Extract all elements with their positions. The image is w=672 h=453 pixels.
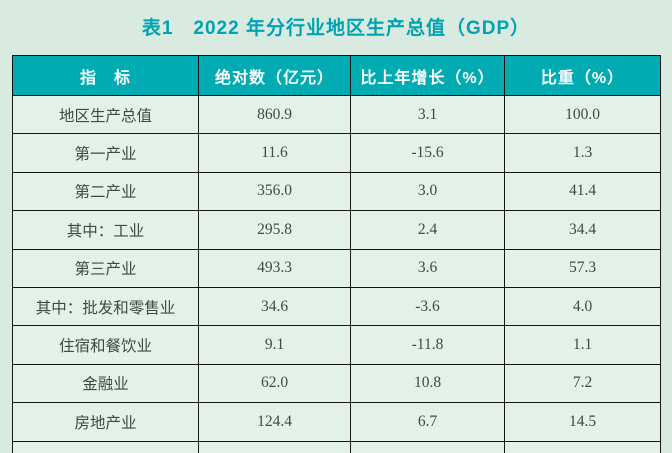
gdp-table: 指 标 绝对数（亿元） 比上年增长（%） 比重（%） 地区生产总值 860.9 … [12, 55, 661, 453]
share-cell: 100.0 [504, 94, 661, 135]
table-row: 金融业 62.0 10.8 7.2 [12, 363, 661, 404]
indicator-cell: 第三产业 [12, 248, 199, 288]
table-row: 住宿和餐饮业 9.1 -11.8 1.1 [12, 325, 661, 365]
indicator-cell: 第一产业 [12, 133, 199, 173]
table-row: 第二产业 356.0 3.0 41.4 [12, 171, 661, 212]
column-header-growth: 比上年增长（%） [350, 55, 505, 96]
growth-cell: -3.6 [350, 286, 505, 327]
absolute-cell: 860.9 [198, 94, 351, 135]
table-body: 地区生产总值 860.9 3.1 100.0 第一产业 11.6 -15.6 1… [12, 94, 661, 442]
indicator-cell: 房地产业 [12, 402, 199, 442]
absolute-cell: 11.6 [198, 133, 351, 173]
indicator-cell: 其中：批发和零售业 [12, 286, 199, 327]
column-header-share: 比重（%） [504, 55, 661, 96]
growth-cell: 3.1 [350, 94, 505, 135]
absolute-cell: 295.8 [198, 210, 351, 250]
table-row: 其中：批发和零售业 34.6 -3.6 4.0 [12, 286, 661, 327]
indicator-cell: 住宿和餐饮业 [12, 325, 199, 365]
growth-cell: 10.8 [350, 363, 505, 404]
table-row: 地区生产总值 860.9 3.1 100.0 [12, 94, 661, 135]
absolute-cell: 493.3 [198, 248, 351, 288]
table-title: 表1 2022 年分行业地区生产总值（GDP） [141, 18, 531, 39]
share-cell: 7.2 [504, 363, 661, 404]
share-cell: 1.1 [504, 325, 661, 365]
growth-cell: 6.7 [350, 402, 505, 442]
table-header: 指 标 绝对数（亿元） 比上年增长（%） 比重（%） [12, 55, 661, 96]
absolute-cell: 124.4 [198, 402, 351, 442]
growth-cell: -15.6 [350, 133, 505, 173]
indicator-cell: 金融业 [12, 363, 199, 404]
share-cell: 41.4 [504, 171, 661, 212]
share-cell [504, 440, 661, 453]
header-row: 指 标 绝对数（亿元） 比上年增长（%） 比重（%） [12, 55, 661, 96]
indicator-cell: 其中：工业 [12, 210, 199, 250]
absolute-cell [198, 440, 351, 453]
share-cell: 4.0 [504, 286, 661, 327]
indicator-cell: 第二产业 [12, 171, 199, 212]
growth-cell [350, 440, 505, 453]
table-row-partial [12, 440, 661, 453]
growth-cell: 3.6 [350, 248, 505, 288]
share-cell: 34.4 [504, 210, 661, 250]
absolute-cell: 356.0 [198, 171, 351, 212]
absolute-cell: 9.1 [198, 325, 351, 365]
column-header-absolute: 绝对数（亿元） [198, 55, 351, 96]
growth-cell: 2.4 [350, 210, 505, 250]
growth-cell: -11.8 [350, 325, 505, 365]
table-row: 房地产业 124.4 6.7 14.5 [12, 402, 661, 442]
indicator-cell: 地区生产总值 [12, 94, 199, 135]
share-cell: 57.3 [504, 248, 661, 288]
indicator-cell [12, 440, 199, 453]
absolute-cell: 34.6 [198, 286, 351, 327]
table-row: 第一产业 11.6 -15.6 1.3 [12, 133, 661, 173]
column-header-indicator: 指 标 [12, 55, 199, 96]
absolute-cell: 62.0 [198, 363, 351, 404]
table-partial-row-cutoff [12, 440, 661, 453]
table-row: 第三产业 493.3 3.6 57.3 [12, 248, 661, 288]
growth-cell: 3.0 [350, 171, 505, 212]
share-cell: 1.3 [504, 133, 661, 173]
table-row: 其中：工业 295.8 2.4 34.4 [12, 210, 661, 250]
share-cell: 14.5 [504, 402, 661, 442]
